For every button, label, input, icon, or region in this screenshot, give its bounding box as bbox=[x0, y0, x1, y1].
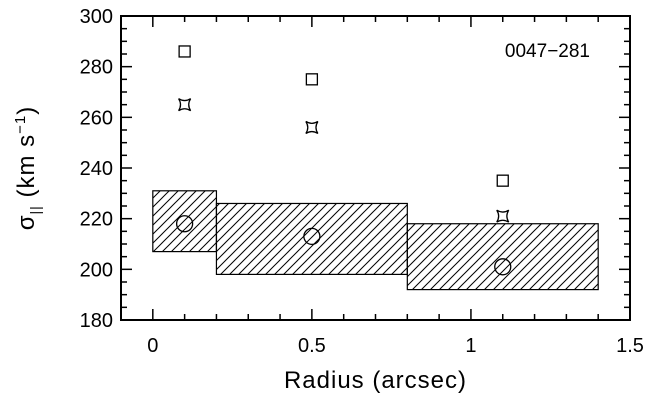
y-tick-label: 300 bbox=[80, 6, 113, 28]
x-tick-label: 0.5 bbox=[298, 335, 326, 357]
x-tick-label: 0 bbox=[147, 335, 158, 357]
uncertainty-boxes bbox=[152, 190, 599, 291]
x-tick-label: 1.5 bbox=[616, 335, 644, 357]
y-axis-label: σ|| (km s−1) bbox=[12, 106, 43, 231]
circle-point-2 bbox=[303, 227, 321, 246]
object-id-annotation: 0047−281 bbox=[505, 41, 590, 62]
square-point-1 bbox=[178, 45, 191, 58]
x-axis-label: Radius (arcsec) bbox=[284, 367, 467, 394]
star4-point-1 bbox=[178, 98, 192, 112]
tick-labels: 0 0.5 1 1.5 180 200 220 240 260 280 300 bbox=[80, 6, 644, 357]
star4-point-3 bbox=[496, 209, 510, 223]
y-tick-label: 200 bbox=[80, 259, 113, 281]
y-tick-label: 240 bbox=[80, 158, 113, 180]
y-axis-label-superscript: −1 bbox=[12, 115, 29, 134]
y-axis-label-close: ) bbox=[13, 106, 40, 115]
x-tick-label: 1 bbox=[465, 335, 476, 357]
data-markers bbox=[175, 45, 512, 276]
uncertainty-box-3 bbox=[406, 223, 599, 291]
circle-point-3 bbox=[494, 258, 512, 276]
circle-point-1 bbox=[175, 215, 194, 233]
y-tick-label: 220 bbox=[80, 209, 113, 231]
y-tick-label: 260 bbox=[80, 107, 113, 129]
uncertainty-box-1 bbox=[152, 190, 218, 253]
square-point-3 bbox=[496, 174, 509, 187]
y-tick-label: 180 bbox=[80, 310, 113, 332]
square-point-2 bbox=[305, 73, 319, 86]
y-tick-label: 280 bbox=[80, 57, 113, 79]
y-axis-label-units: (km s bbox=[13, 134, 40, 205]
star4-point-2 bbox=[305, 120, 319, 135]
y-axis-label-symbol: σ bbox=[13, 214, 40, 230]
plot-frame bbox=[120, 15, 631, 321]
y-axis-label-subscript: || bbox=[27, 205, 43, 214]
uncertainty-box-2 bbox=[215, 202, 408, 275]
